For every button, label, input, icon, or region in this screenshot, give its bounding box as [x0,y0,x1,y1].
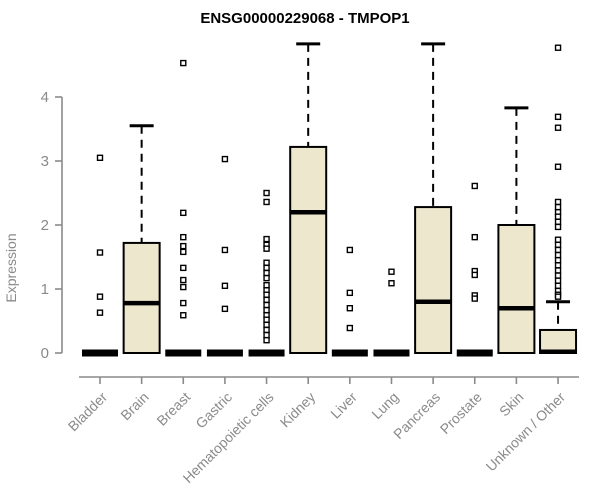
outlier-point-hematopoietic-cells [263,321,270,329]
outlier-point-unknown-other [554,124,562,131]
outlier-point-unknown-other [554,223,562,231]
box-brain [122,241,161,354]
outlier-point-bladder [96,249,104,256]
outlier-point-breast [180,312,187,319]
outlier-point-hematopoietic-cells [263,326,270,334]
collapsed-box-lung [373,349,410,357]
outlier-point-hematopoietic-cells [263,281,270,289]
x-label-brain: Brain [117,389,151,423]
outlier-point-unknown-other [554,213,562,220]
outlier-point-breast [180,283,187,291]
outlier-point-breast [180,242,187,250]
collapsed-box-liver [331,349,368,357]
box-kidney [289,145,328,354]
outlier-point-gastric [221,246,229,254]
outlier-point-breast [180,276,187,284]
outlier-point-hematopoietic-cells [263,306,270,314]
outlier-point-prostate [471,182,478,190]
outlier-point-hematopoietic-cells [263,235,270,243]
outlier-point-unknown-other [554,272,562,279]
outlier-point-liver [346,246,354,254]
outlier-point-bladder [96,293,104,300]
x-label-bladder: Bladder [65,389,111,435]
outlier-point-lung [388,280,395,287]
collapsed-box-hematopoietic-cells [248,349,285,357]
outlier-point-unknown-other [554,236,562,243]
outlier-point-unknown-other [554,44,562,51]
outlier-point-hematopoietic-cells [263,274,270,282]
outlier-point-lung [388,268,395,275]
outlier-point-unknown-other [554,198,562,206]
outlier-point-hematopoietic-cells [263,245,270,252]
outlier-point-hematopoietic-cells [263,296,270,304]
outlier-point-hematopoietic-cells [263,337,270,344]
outlier-point-unknown-other [554,293,562,300]
outlier-point-hematopoietic-cells [263,291,270,298]
outlier-point-unknown-other [554,241,562,249]
y-tick-label-0: 0 [41,345,49,362]
outlier-point-gastric [221,305,229,313]
outlier-point-gastric [221,155,229,163]
outlier-point-hematopoietic-cells [263,198,270,206]
x-label-unknown-other: Unknown / Other [483,389,569,475]
outlier-point-prostate [471,271,478,279]
outlier-point-unknown-other [554,218,562,226]
outlier-point-liver [346,289,354,297]
outlier-point-unknown-other [554,262,562,269]
outlier-point-hematopoietic-cells [263,189,270,197]
x-label-prostate: Prostate [437,389,485,437]
y-axis-title: Expression [3,233,19,302]
outlier-point-prostate [471,233,478,241]
outlier-point-unknown-other [554,163,562,170]
outlier-point-breast [180,59,187,67]
box-skin [497,224,536,354]
outlier-point-hematopoietic-cells [263,331,270,339]
outlier-point-unknown-other [554,267,562,274]
x-label-breast: Breast [153,389,193,429]
outlier-point-unknown-other [554,277,562,284]
outlier-point-unknown-other [554,282,562,289]
outlier-point-hematopoietic-cells [263,301,270,309]
outlier-point-unknown-other [554,113,562,121]
outlier-point-hematopoietic-cells [263,316,270,323]
collapsed-box-prostate [456,349,493,357]
y-tick-label-4: 4 [41,89,49,106]
outlier-point-breast [180,233,187,241]
outlier-point-breast [180,209,187,217]
outlier-point-breast [180,248,187,256]
outlier-point-unknown-other [554,257,562,264]
outlier-point-liver [346,305,354,312]
collapsed-box-breast [165,349,202,357]
outlier-point-liver [346,324,354,332]
x-label-kidney: Kidney [277,389,319,431]
outlier-point-unknown-other [554,251,562,259]
box-pancreas [414,206,453,354]
y-tick-label-2: 2 [41,217,49,234]
outlier-point-breast [180,299,187,307]
collapsed-box-gastric [206,349,243,357]
outlier-point-hematopoietic-cells [263,269,270,277]
chart-title: ENSG00000229068 - TMPOP1 [200,10,410,27]
outlier-point-hematopoietic-cells [263,259,270,266]
outlier-point-hematopoietic-cells [263,264,270,272]
outlier-point-unknown-other [554,203,562,211]
x-label-liver: Liver [327,389,360,422]
outlier-point-bladder [96,154,104,162]
outlier-point-bladder [96,309,104,316]
outlier-point-gastric [221,282,229,289]
y-tick-label-3: 3 [41,153,49,170]
outlier-point-prostate [471,295,478,302]
outlier-point-unknown-other [554,246,562,254]
x-label-lung: Lung [368,389,401,422]
collapsed-box-bladder [82,349,118,357]
x-label-skin: Skin [496,389,527,420]
outlier-point-breast [180,264,187,272]
y-tick-label-1: 1 [41,281,49,298]
